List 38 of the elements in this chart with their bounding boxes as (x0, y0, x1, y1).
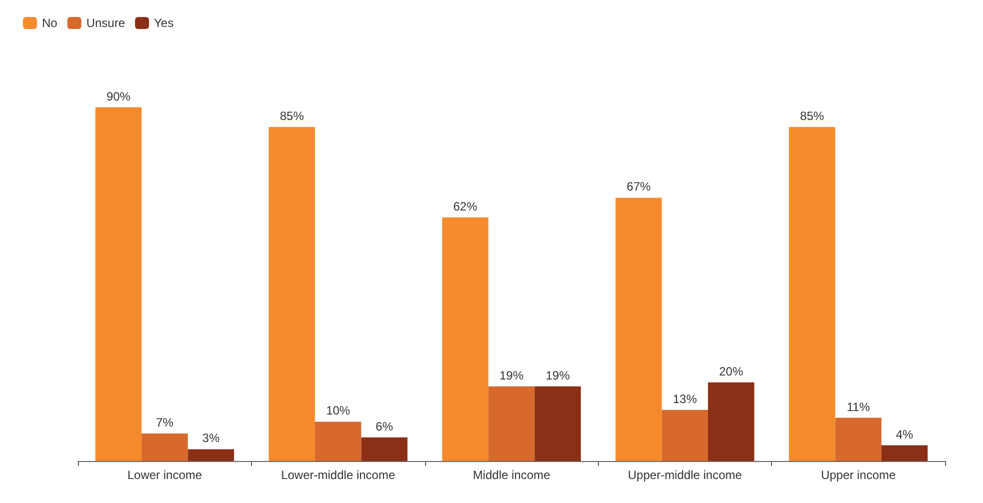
bar (188, 449, 234, 461)
data-label: 7% (156, 415, 174, 430)
bar (488, 386, 535, 461)
x-tick-label: Upper income (820, 468, 896, 482)
data-label: 19% (499, 368, 524, 382)
legend-label: Yes (154, 16, 174, 30)
data-label: 10% (326, 404, 350, 418)
x-tick-label: Upper-middle income (628, 468, 742, 482)
bar (534, 386, 581, 461)
bar (442, 217, 488, 461)
bar (268, 126, 315, 461)
x-tick-label: Lower income (127, 468, 202, 482)
bar (662, 410, 708, 461)
bar (142, 433, 188, 461)
bar (835, 418, 882, 461)
data-label: 85% (800, 108, 824, 123)
x-tick-label: Lower-middle income (281, 468, 396, 482)
bar (95, 107, 142, 461)
data-label: 20% (719, 364, 744, 378)
bar (361, 437, 408, 461)
data-label: 90% (106, 89, 131, 104)
bar (616, 198, 662, 461)
data-label: 4% (896, 427, 914, 442)
bar (708, 382, 754, 461)
bar (314, 422, 362, 461)
legend-label: No (42, 16, 58, 30)
bar (788, 126, 836, 461)
data-label: 19% (546, 368, 570, 382)
legend-label: Unsure (86, 16, 126, 30)
bar (881, 445, 928, 461)
data-label: 62% (453, 199, 478, 214)
data-label: 3% (202, 431, 220, 446)
data-label: 85% (280, 108, 304, 123)
data-label: 13% (672, 392, 698, 406)
data-label: 6% (376, 419, 394, 434)
data-label: 67% (626, 180, 651, 194)
data-label: 11% (846, 400, 870, 414)
x-tick-label: Middle income (472, 468, 551, 482)
